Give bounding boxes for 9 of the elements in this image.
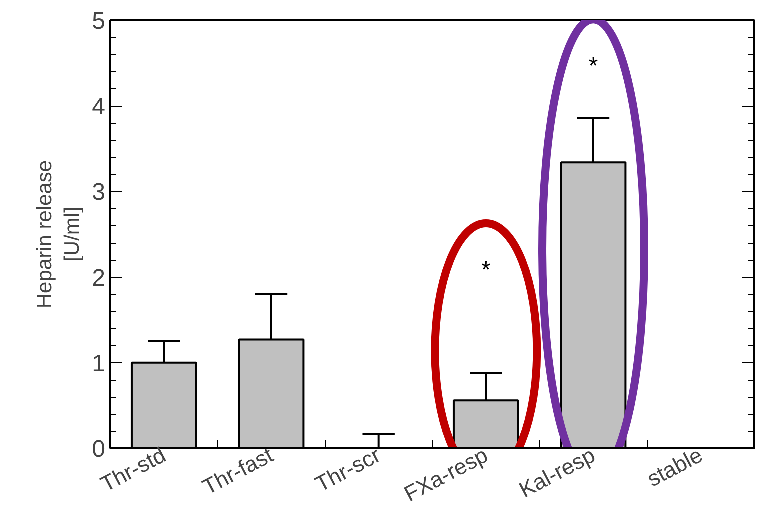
y-tick-label: 5 <box>92 8 106 35</box>
annotation: * <box>481 256 491 284</box>
y-tick-label: 1 <box>92 350 106 378</box>
annotation: * <box>588 53 598 80</box>
y-tick-label: 4 <box>92 94 106 121</box>
y-tick-label: 3 <box>92 179 106 206</box>
y-tick-label: 2 <box>92 264 106 292</box>
x-tick-label: stable <box>643 442 707 492</box>
y-axis-title: Heparin release [U/ml] <box>34 160 84 309</box>
